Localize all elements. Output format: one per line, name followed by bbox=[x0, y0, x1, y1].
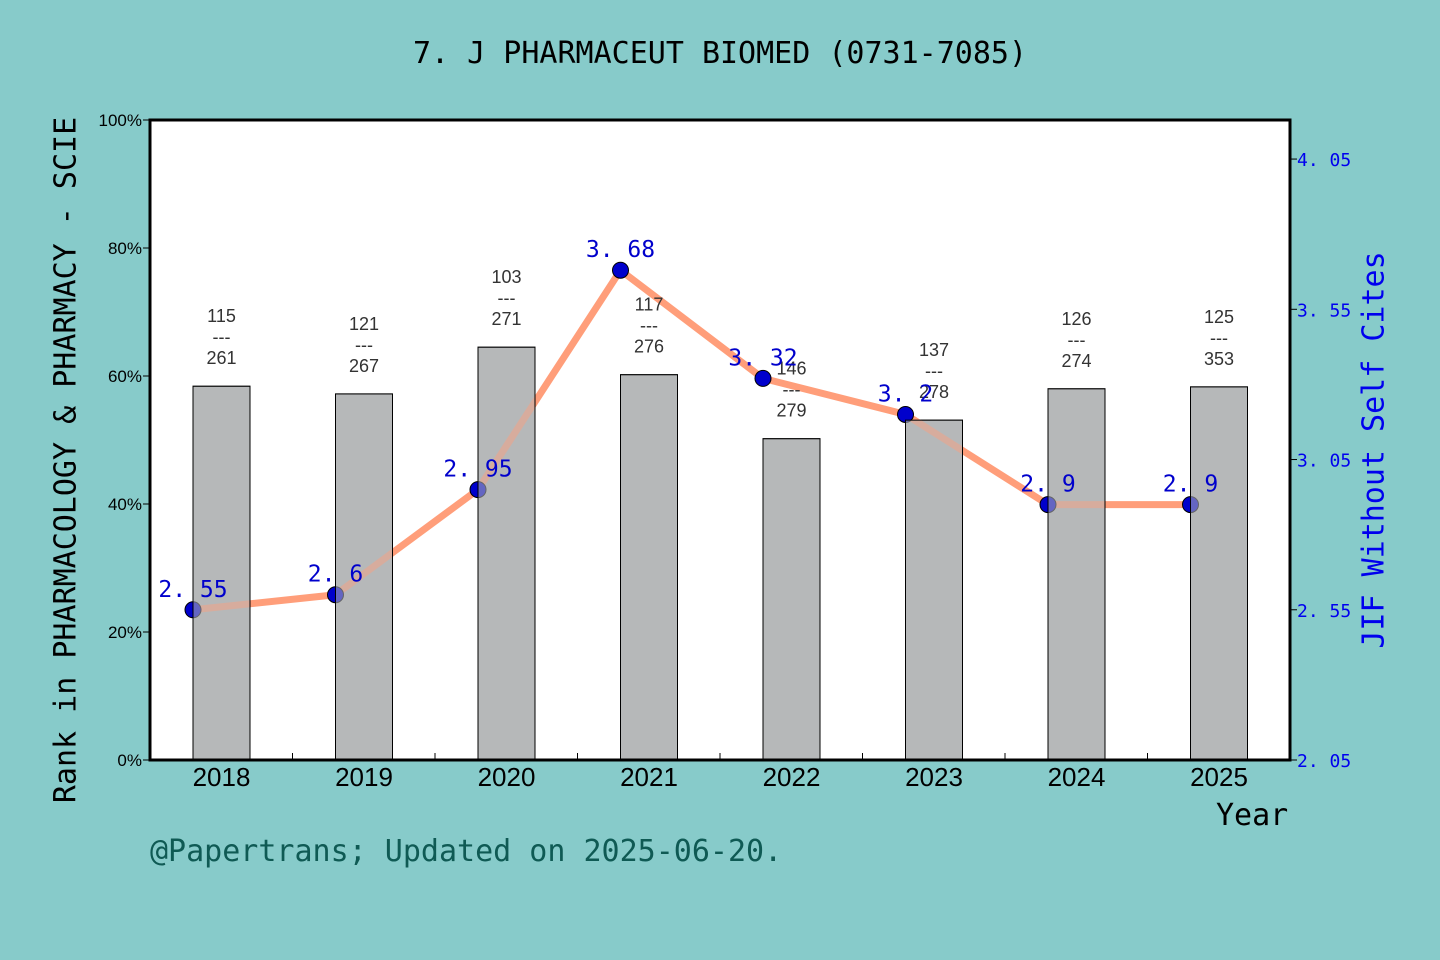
rank-divider: --- bbox=[355, 335, 373, 355]
x-axis: 2018 2019 2020 2021 2022 2023 2024 2025 bbox=[193, 753, 1248, 792]
rank-labels: 115---261121---267103---271117---276146-… bbox=[206, 267, 1234, 421]
rank-value-2024: 126 bbox=[1061, 309, 1091, 329]
x-tick-label-2025: 2025 bbox=[1190, 762, 1248, 792]
jif-marker-2021 bbox=[612, 261, 629, 279]
rank-total-2018: 261 bbox=[206, 348, 236, 368]
bar-overlay-2021 bbox=[620, 374, 678, 761]
jif-labels: 2. 55 2. 6 2. 95 3. 68 3. 32 3. 2 2. 9 2. 9 bbox=[158, 237, 1218, 603]
chart-title: 7. J PHARMACEUT BIOMED (0731-7085) bbox=[412, 36, 1028, 71]
y-tick-label: 0% bbox=[117, 751, 142, 770]
jif-label-2020: 2. 95 bbox=[443, 457, 512, 483]
y-right-tick-label: 3. 55 bbox=[1297, 300, 1351, 321]
rank-divider: --- bbox=[925, 361, 943, 381]
rank-value-2020: 103 bbox=[491, 267, 521, 287]
bar-overlay-2018 bbox=[192, 385, 251, 761]
rank-total-2024: 274 bbox=[1061, 351, 1091, 371]
x-tick-label-2021: 2021 bbox=[620, 762, 678, 792]
x-tick-label-2022: 2022 bbox=[763, 762, 821, 792]
y-right-tick-label: 2. 55 bbox=[1297, 601, 1351, 622]
y-tick-label: 20% bbox=[108, 623, 142, 642]
jif-label-2022: 3. 32 bbox=[728, 345, 797, 371]
y-right-tick-label: 2. 05 bbox=[1297, 751, 1351, 772]
rank-value-2022: 146 bbox=[776, 359, 806, 379]
rank-total-2019: 267 bbox=[349, 356, 379, 376]
footer-note: @Papertrans; Updated on 2025-06-20. bbox=[150, 834, 783, 869]
x-axis-label: Year bbox=[1216, 798, 1289, 833]
rank-total-2023: 278 bbox=[919, 382, 949, 402]
rank-total-2025: 353 bbox=[1204, 349, 1234, 369]
y-tick-label: 100% bbox=[99, 111, 142, 130]
rank-divider: --- bbox=[1068, 330, 1086, 350]
y-axis-left: 0% 20% 40% 60% 80% 100% bbox=[99, 111, 150, 770]
rank-value-2021: 117 bbox=[635, 295, 664, 315]
rank-total-2021: 276 bbox=[634, 337, 664, 357]
rank-divider: --- bbox=[640, 316, 658, 336]
jif-label-2023: 3. 2 bbox=[878, 381, 933, 407]
jif-label-2019: 2. 6 bbox=[308, 562, 363, 588]
jif-label-2024: 2. 9 bbox=[1020, 472, 1075, 498]
x-tick-label-2018: 2018 bbox=[193, 762, 251, 792]
bar-overlay-2025 bbox=[1190, 386, 1248, 761]
jif-label-2018: 2. 55 bbox=[158, 577, 227, 603]
rank-value-2025: 125 bbox=[1204, 307, 1234, 327]
bar-overlay-2022 bbox=[762, 438, 821, 761]
x-tick-label-2024: 2024 bbox=[1048, 762, 1106, 792]
bar-overlay-2024 bbox=[1047, 388, 1106, 761]
rank-value-2019: 121 bbox=[349, 314, 379, 334]
rank-total-2020: 271 bbox=[491, 309, 521, 329]
bar-overlay bbox=[192, 346, 1248, 761]
bar-overlay-2020 bbox=[477, 346, 536, 761]
rank-divider: --- bbox=[498, 288, 516, 308]
bar-overlay-2023 bbox=[905, 419, 963, 761]
y-tick-label: 40% bbox=[108, 495, 142, 514]
y-axis-right: 2. 05 2. 55 3. 05 3. 55 4. 05 bbox=[1290, 150, 1351, 772]
jif-label-2021: 3. 68 bbox=[586, 237, 655, 263]
rank-divider: --- bbox=[783, 380, 801, 400]
x-tick-label-2020: 2020 bbox=[478, 762, 536, 792]
rank-value-2018: 115 bbox=[207, 306, 236, 326]
y-tick-label: 60% bbox=[108, 367, 142, 386]
x-tick-label-2023: 2023 bbox=[905, 762, 963, 792]
jif-label-2025: 2. 9 bbox=[1163, 472, 1218, 498]
rank-value-2023: 137 bbox=[919, 340, 949, 360]
x-tick-label-2019: 2019 bbox=[335, 762, 393, 792]
y-right-tick-label: 3. 05 bbox=[1297, 451, 1351, 472]
jif-marker-2022 bbox=[754, 369, 772, 387]
rank-divider: --- bbox=[213, 327, 231, 347]
y-tick-label: 80% bbox=[108, 239, 142, 258]
rank-total-2022: 279 bbox=[776, 401, 806, 421]
rank-divider: --- bbox=[1210, 328, 1228, 348]
plot-area bbox=[150, 120, 1290, 760]
y-right-tick-label: 4. 05 bbox=[1297, 150, 1351, 171]
bar-overlay-2019 bbox=[335, 393, 393, 761]
